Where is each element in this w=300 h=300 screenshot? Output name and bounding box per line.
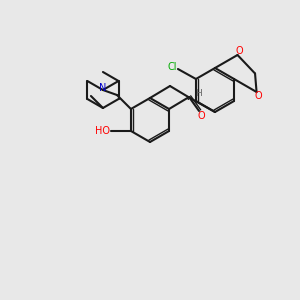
Text: N: N	[99, 83, 106, 93]
Text: Cl: Cl	[167, 62, 177, 72]
Text: O: O	[197, 111, 205, 121]
Text: O: O	[236, 46, 243, 56]
Text: HO: HO	[95, 126, 110, 136]
Text: H: H	[195, 88, 201, 98]
Text: O: O	[255, 91, 262, 101]
